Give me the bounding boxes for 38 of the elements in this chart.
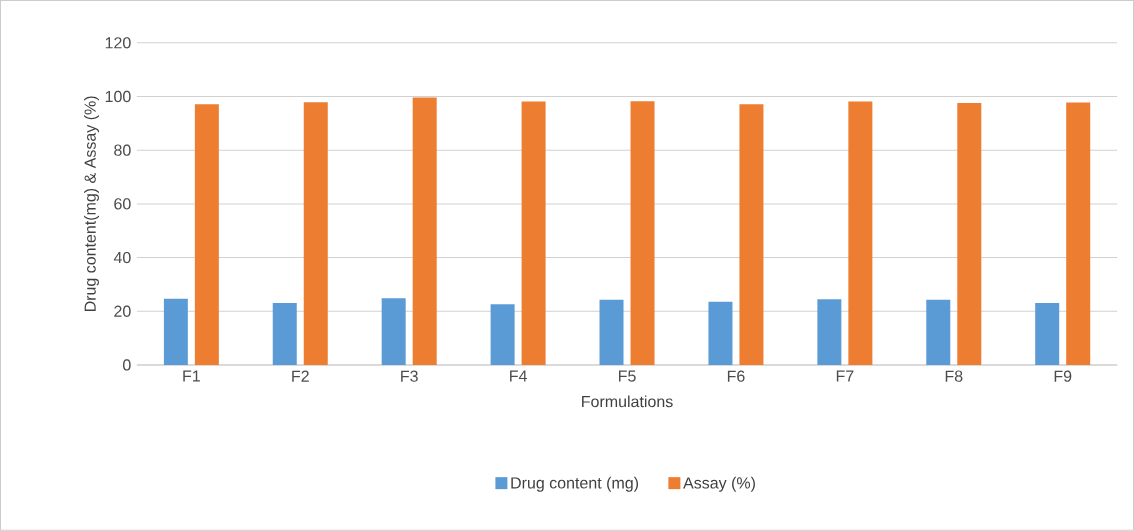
bar	[194, 104, 219, 366]
bar	[490, 304, 515, 366]
bar	[163, 298, 188, 366]
y-tick-label: 40	[113, 252, 131, 264]
bar	[303, 102, 328, 366]
x-tick-label: F4	[510, 370, 527, 382]
legend-label: Drug content (mg)	[511, 476, 639, 492]
x-tick-label: F8	[945, 370, 963, 382]
x-tick-label: F9	[1054, 370, 1072, 382]
bar	[412, 97, 437, 366]
x-tick-label: F7	[836, 370, 854, 382]
x-tick-label: F6	[727, 370, 745, 382]
bar	[1035, 303, 1060, 366]
x-tick-label: F3	[401, 370, 418, 382]
bar	[630, 101, 655, 366]
bar	[272, 303, 297, 366]
y-tick-label: 0	[123, 359, 131, 371]
y-tick-label: 120	[105, 37, 131, 49]
bar	[848, 101, 873, 366]
bar	[1066, 102, 1091, 366]
x-axis-title: Formulations	[582, 395, 673, 408]
y-tick-label: 60	[114, 198, 131, 210]
bar	[926, 299, 951, 366]
x-tick-label: F5	[619, 370, 636, 382]
y-axis-title: Drug content(mg) & Assay (%)	[84, 96, 99, 312]
x-tick-label: F2	[292, 370, 309, 382]
bar	[521, 101, 546, 366]
bar	[957, 103, 982, 366]
bar	[739, 104, 764, 366]
y-tick-label: 80	[114, 144, 131, 156]
x-tick-label: F1	[183, 370, 200, 382]
y-tick-label: 20	[114, 305, 131, 317]
y-tick-label: 100	[105, 90, 131, 103]
legend-label: Assay (%)	[683, 476, 755, 492]
bar	[817, 299, 842, 366]
bar	[381, 298, 406, 366]
bar	[599, 299, 624, 366]
bar	[708, 301, 733, 366]
